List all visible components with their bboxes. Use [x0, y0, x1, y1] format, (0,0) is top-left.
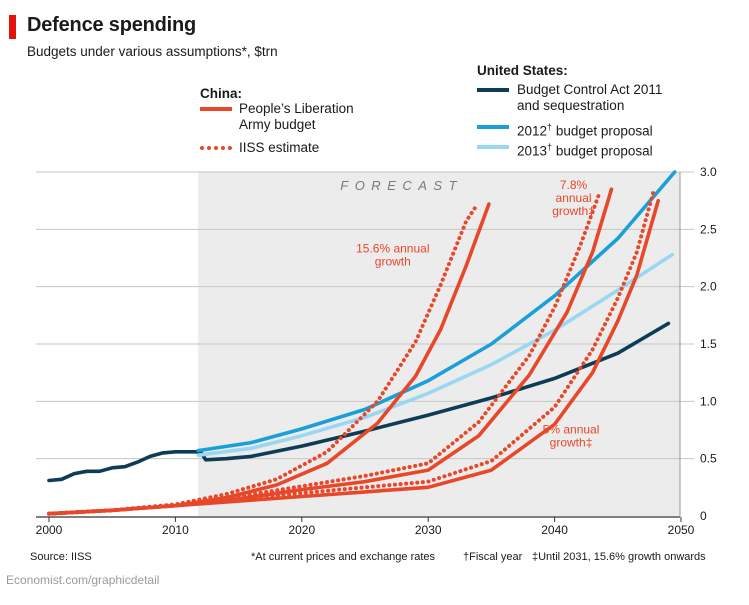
x-tick-label: 2000 [36, 523, 63, 537]
series-line-1 [196, 170, 677, 453]
legend-heading-us: United States: [477, 63, 568, 78]
y-tick-label: 1.5 [700, 337, 717, 351]
legend-swatch-2013 [477, 145, 509, 149]
legend-item-pla-line1: People’s Liberation [239, 101, 354, 116]
legend-item-iiss: IISS estimate [239, 140, 320, 155]
legend-item-bca-line1: Budget Control Act 2011 [517, 82, 663, 97]
annotation-1-line: 7.8% [560, 178, 588, 192]
legend-swatch-pla [200, 107, 232, 111]
footnote-prices: *At current prices and exchange rates [251, 551, 436, 563]
y-tick-label: 2.5 [700, 222, 717, 236]
y-tick-label: 2.0 [700, 280, 717, 294]
legend-item-bca: Budget Control Act 2011 and sequestratio… [517, 82, 662, 114]
legend-swatch-bca [477, 88, 509, 92]
source-note: Source: IISS [30, 551, 92, 563]
x-tick-label: 2040 [541, 523, 568, 537]
annotation-1-line: growth‡ [552, 204, 595, 218]
chart-title: Defence spending [27, 14, 197, 36]
series-line-8 [47, 190, 656, 516]
x-tick-label: 2020 [288, 523, 315, 537]
series-line-7 [47, 198, 661, 516]
legend-item-pla-line2: Army budget [239, 117, 316, 132]
x-tick-label: 2010 [162, 523, 189, 537]
legend-item-2013: 2013† budget proposal [517, 142, 653, 159]
brand-url: Economist.com/graphicdetail [6, 573, 160, 587]
y-tick-label: 0.5 [700, 452, 717, 466]
annotation-1-line: annual [556, 191, 592, 205]
legend-item-2012: 2012† budget proposal [517, 122, 653, 139]
annotation-2-line: 5% annual [543, 422, 600, 436]
annotation-0-line: growth [375, 254, 411, 268]
brand-red-bar [9, 15, 16, 39]
forecast-label: FORECAST [340, 178, 463, 193]
y-tick-label: 0 [700, 509, 707, 523]
series-line-2 [196, 252, 675, 458]
legend-heading-china: China: [200, 86, 242, 101]
legend-item-bca-line2: and sequestration [517, 98, 625, 113]
x-tick-label: 2030 [415, 523, 442, 537]
legend-swatch-iiss [200, 146, 232, 150]
y-tick-label: 1.0 [700, 394, 717, 408]
legend-swatch-2012 [477, 125, 509, 129]
chart-subtitle: Budgets under various assumptions*, $trn [27, 44, 278, 59]
legend-item-pla: People’s Liberation Army budget [239, 101, 354, 133]
footnote-growth: ‡Until 2031, 15.6% growth onwards [532, 551, 706, 563]
series-line-0 [47, 321, 671, 483]
annotation-0-line: 15.6% annual [356, 241, 429, 255]
y-tick-label: 3.0 [700, 165, 717, 179]
x-tick-label: 2050 [668, 523, 695, 537]
annotation-2-line: growth‡ [550, 435, 593, 449]
footnote-fiscal-year: †Fiscal year [463, 551, 523, 563]
